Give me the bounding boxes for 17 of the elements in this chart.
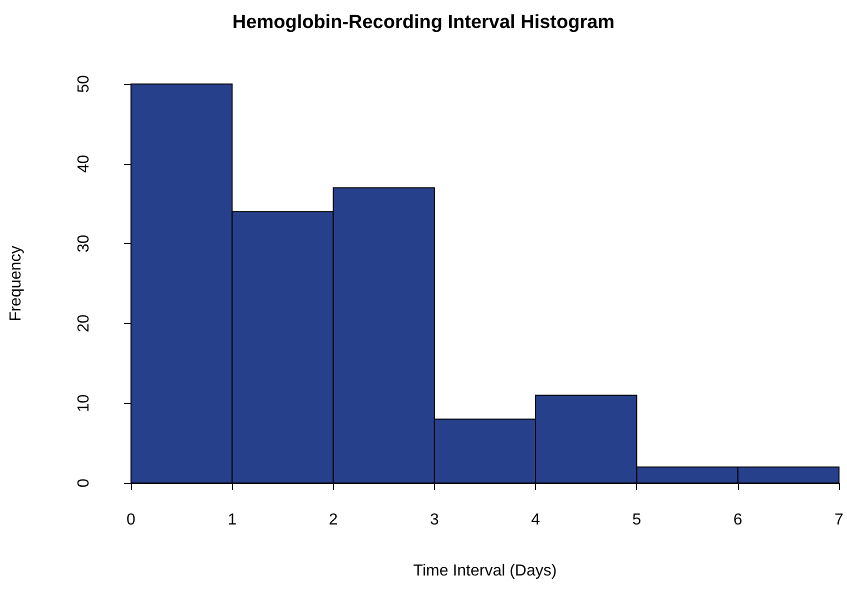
y-tick-label: 30 <box>76 234 92 252</box>
x-tick-label: 2 <box>328 512 338 528</box>
y-tick-label: 20 <box>76 314 92 332</box>
y-tick-label: 10 <box>76 394 92 412</box>
y-tick-label: 50 <box>76 75 92 93</box>
x-tick-label: 5 <box>632 512 642 528</box>
y-axis-title: Frequency <box>8 246 24 322</box>
x-tick-label: 4 <box>531 512 540 528</box>
x-axis-title: Time Interval (Days) <box>413 562 557 580</box>
x-tick-label: 6 <box>733 512 742 528</box>
y-tick-label: 0 <box>76 478 92 488</box>
chart-title: Hemoglobin-Recording Interval Histogram <box>232 12 615 33</box>
x-tick-label: 7 <box>834 512 844 528</box>
x-tick-label: 0 <box>126 512 136 528</box>
x-tick-label: 3 <box>430 512 439 528</box>
y-tick-label: 40 <box>76 154 92 173</box>
x-tick-label: 1 <box>228 512 237 528</box>
